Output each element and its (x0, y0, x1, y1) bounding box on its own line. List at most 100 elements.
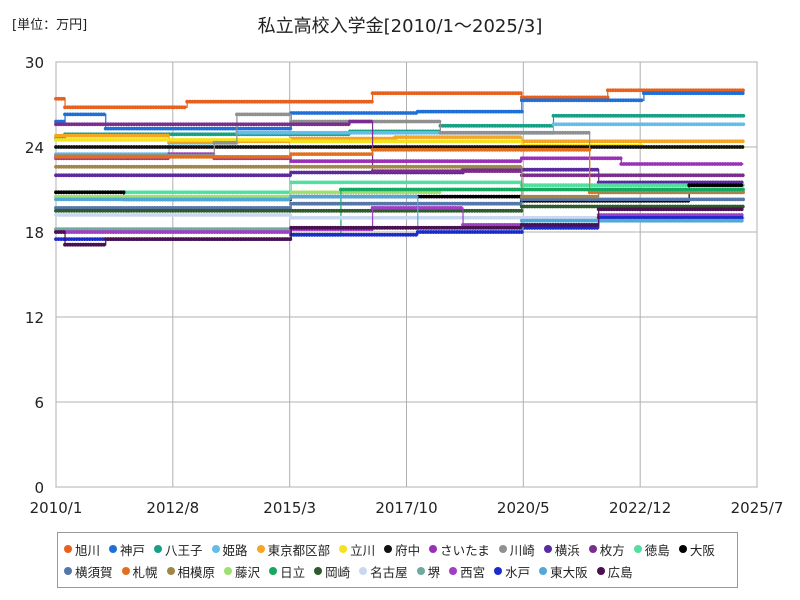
series-marker (510, 139, 515, 144)
series-marker (639, 98, 644, 103)
series-marker (603, 113, 608, 118)
series-marker (492, 91, 497, 96)
series-marker (658, 113, 662, 118)
series-marker (417, 91, 422, 96)
series-marker (720, 113, 725, 118)
series-marker (364, 99, 369, 104)
series-marker (317, 99, 322, 104)
series-marker (228, 138, 233, 142)
series-marker (155, 138, 160, 142)
series-marker (274, 130, 278, 135)
series-marker (221, 132, 226, 137)
series-marker (481, 139, 486, 144)
series-marker (668, 91, 672, 96)
series-marker (621, 139, 626, 144)
series-marker (206, 99, 210, 104)
series-marker (733, 113, 738, 118)
series-marker (255, 130, 260, 135)
series-marker (359, 111, 364, 115)
series-marker (399, 91, 404, 96)
series-marker (310, 139, 314, 144)
series-marker (559, 113, 564, 118)
series-marker (99, 112, 104, 117)
series-marker (707, 113, 712, 118)
series-marker (343, 136, 348, 141)
series-marker (238, 138, 243, 142)
series-marker (535, 98, 540, 103)
series-marker (160, 133, 165, 138)
series-marker (412, 91, 417, 96)
series-marker (525, 139, 529, 144)
series-marker (717, 88, 722, 93)
series-marker (318, 130, 322, 135)
series-marker (577, 98, 581, 103)
series-marker (484, 139, 489, 144)
series-marker (297, 139, 301, 144)
series-marker (681, 113, 686, 118)
series-marker (619, 122, 623, 127)
series-marker (660, 113, 665, 118)
series-marker (597, 139, 602, 144)
series-marker (707, 139, 711, 144)
series-marker (198, 99, 203, 104)
series-marker (81, 105, 86, 110)
series-marker (460, 139, 465, 144)
series-marker (642, 122, 647, 127)
series-marker (582, 122, 587, 127)
series-marker (169, 105, 174, 110)
series-marker (479, 91, 484, 96)
series-marker (650, 113, 655, 118)
series-marker (180, 105, 184, 110)
series-marker (619, 113, 623, 118)
series-marker (508, 91, 513, 96)
series-marker (580, 122, 584, 127)
series-marker (691, 139, 696, 144)
series-marker (414, 135, 418, 140)
series-marker (499, 139, 504, 144)
series-marker (341, 111, 346, 115)
series-marker (216, 132, 221, 137)
series-marker (741, 88, 745, 93)
series-marker (246, 138, 251, 142)
series-marker (195, 99, 200, 104)
series-marker (148, 126, 152, 131)
series-marker (194, 126, 199, 131)
series-marker (224, 99, 229, 104)
series-marker (169, 132, 174, 137)
series-marker (421, 135, 426, 140)
series-marker (272, 126, 277, 131)
series-marker (221, 99, 226, 104)
series-marker (571, 139, 576, 144)
series-marker (739, 183, 744, 188)
series-marker (624, 122, 629, 127)
series-marker (336, 130, 341, 135)
series-marker (704, 88, 709, 93)
series-marker (54, 119, 58, 124)
series-marker (582, 113, 587, 118)
series-marker (220, 126, 225, 131)
series-marker (418, 109, 423, 114)
series-marker (463, 139, 468, 144)
series-marker (548, 139, 553, 144)
series-marker (585, 122, 590, 127)
series-marker (553, 95, 558, 100)
series-marker (385, 139, 390, 144)
series-marker (587, 95, 592, 100)
series-marker (434, 109, 438, 114)
series-marker (508, 123, 513, 128)
series-marker (380, 111, 385, 115)
series-marker (187, 132, 192, 137)
series-marker (76, 112, 80, 117)
series-marker (341, 136, 346, 141)
series-marker (278, 126, 282, 131)
series-marker (426, 109, 431, 114)
series-marker (420, 91, 424, 96)
series-marker (333, 130, 338, 135)
series-marker (367, 136, 372, 141)
series-marker (281, 99, 286, 104)
series-marker (288, 126, 293, 131)
series-marker (269, 138, 274, 142)
series-marker (670, 88, 675, 93)
series-marker (431, 109, 436, 114)
series-marker (652, 91, 657, 96)
